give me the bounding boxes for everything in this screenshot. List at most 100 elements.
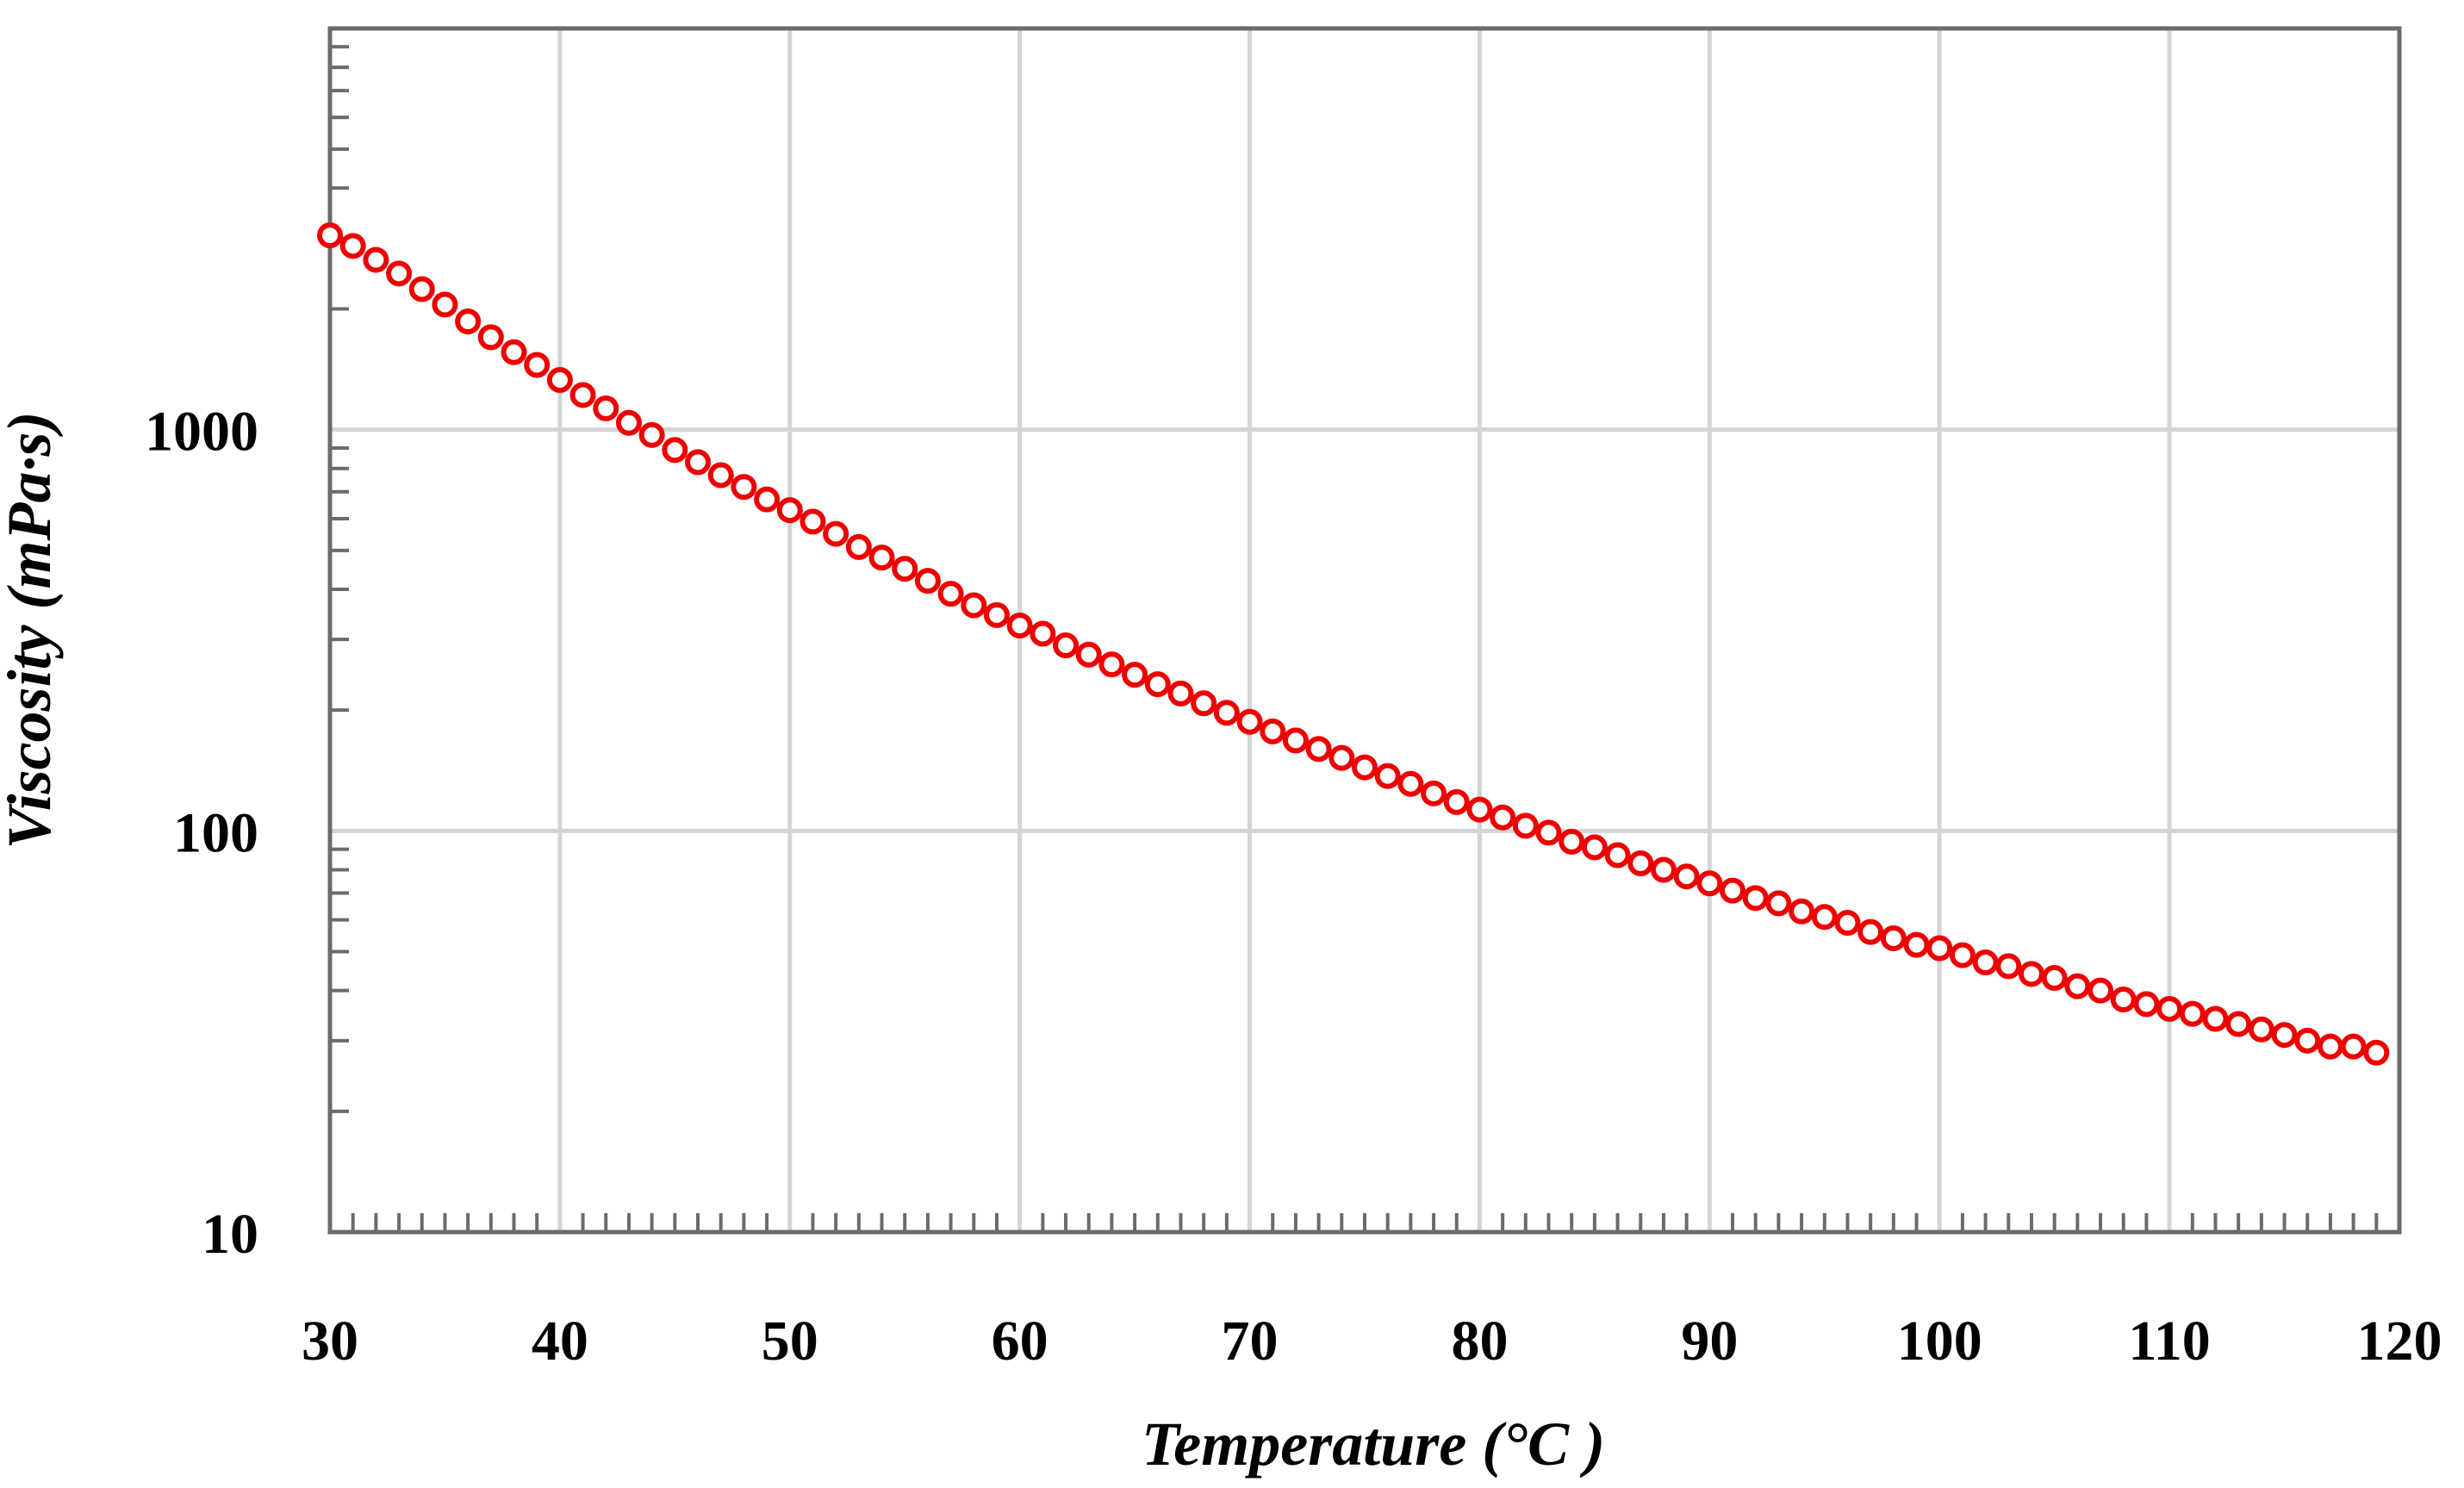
- data-point: [1122, 662, 1148, 688]
- data-point: [1098, 651, 1125, 678]
- y-tick-label: 10: [202, 1203, 258, 1266]
- data-point: [1972, 949, 1999, 976]
- data-point: [2248, 1016, 2274, 1043]
- data-point: [662, 437, 688, 464]
- y-tick-label: 1000: [145, 401, 258, 464]
- x-tick-label: 60: [992, 1310, 1048, 1373]
- x-tick-label: 100: [1897, 1310, 1982, 1373]
- data-point: [800, 508, 826, 535]
- data-point: [892, 556, 918, 582]
- data-point: [1535, 819, 1562, 846]
- x-tick-label: 90: [1681, 1310, 1738, 1373]
- data-point: [1581, 834, 1608, 861]
- data-point: [1650, 856, 1677, 883]
- data-point: [1305, 736, 1332, 763]
- data-point: [339, 233, 366, 259]
- data-point: [1282, 727, 1309, 754]
- data-point: [1421, 780, 1447, 806]
- data-point: [1490, 804, 1516, 831]
- data-point: [914, 568, 941, 595]
- data-point: [983, 601, 1010, 628]
- data-point: [1144, 671, 1171, 698]
- data-point: [1995, 953, 2022, 980]
- data-point: [2340, 1033, 2367, 1060]
- data-point: [524, 352, 551, 378]
- data-point: [2363, 1039, 2390, 1066]
- data-point: [961, 592, 987, 619]
- data-point: [2294, 1027, 2321, 1054]
- x-axis-title: Temperature (°C ): [1142, 1410, 1605, 1479]
- data-point: [1213, 700, 1240, 726]
- data-point: [1811, 904, 1838, 931]
- data-point: [1075, 641, 1102, 668]
- data-point: [546, 366, 573, 393]
- data-markers: [317, 222, 2390, 1066]
- x-tick-label: 110: [2128, 1310, 2210, 1373]
- data-point: [2088, 977, 2114, 1004]
- data-point: [1903, 931, 1930, 958]
- data-point: [569, 382, 596, 408]
- data-point: [823, 520, 849, 547]
- plot-frame: [327, 26, 2402, 1235]
- data-point: [1512, 812, 1539, 839]
- x-tick-labels: 30 40 50 60 70 80 90 100 110 120: [302, 1310, 2442, 1373]
- x-tick-label: 30: [302, 1310, 358, 1373]
- data-point: [638, 421, 665, 448]
- y-tick-labels: 10 100 1000: [145, 401, 258, 1266]
- data-point: [1374, 763, 1401, 789]
- data-point: [1030, 620, 1056, 647]
- data-point: [776, 497, 803, 524]
- data-point: [2271, 1022, 2298, 1049]
- data-point: [1834, 910, 1861, 937]
- data-point: [1559, 828, 1585, 855]
- data-point: [707, 462, 734, 489]
- data-point: [2202, 1005, 2229, 1032]
- data-point: [1006, 612, 1033, 638]
- data-point: [1673, 863, 1700, 890]
- data-point: [477, 324, 504, 351]
- data-point: [1789, 898, 1815, 925]
- data-point: [1880, 925, 1907, 951]
- data-point: [2018, 961, 2044, 987]
- data-point: [1857, 918, 1884, 945]
- data-point: [2179, 1000, 2206, 1027]
- data-point: [754, 486, 781, 513]
- x-tick-label: 40: [532, 1310, 588, 1373]
- data-point: [1260, 718, 1286, 744]
- data-point: [1604, 842, 1631, 869]
- data-point: [1397, 770, 1424, 797]
- data-point: [937, 581, 964, 607]
- data-point: [1696, 870, 1723, 897]
- data-point: [317, 222, 343, 249]
- data-point: [501, 339, 527, 365]
- grid-lines: [330, 28, 2399, 1232]
- data-point: [593, 395, 619, 421]
- data-point: [455, 308, 482, 335]
- data-point: [1352, 754, 1378, 781]
- data-point: [685, 449, 712, 476]
- data-point: [845, 533, 872, 560]
- data-point: [1236, 708, 1263, 735]
- x-tick-label: 50: [762, 1310, 818, 1373]
- data-point: [1742, 885, 1769, 912]
- data-point: [868, 545, 895, 571]
- data-point: [408, 276, 435, 302]
- data-point: [2064, 973, 2091, 999]
- data-point: [1720, 877, 1746, 904]
- x-tick-label: 120: [2357, 1310, 2442, 1373]
- data-point: [2225, 1011, 2252, 1037]
- minor-ticks: [330, 45, 2379, 1232]
- data-point: [1328, 744, 1355, 771]
- data-point: [2041, 965, 2068, 992]
- data-point: [1167, 680, 1194, 707]
- data-point: [1926, 935, 1953, 962]
- data-point: [1765, 890, 1792, 917]
- data-point: [2156, 995, 2183, 1022]
- y-tick-label: 100: [173, 801, 258, 864]
- data-point: [1627, 850, 1654, 877]
- data-point: [1443, 788, 1470, 815]
- data-point: [363, 246, 389, 273]
- data-point: [2110, 987, 2137, 1013]
- data-point: [731, 474, 757, 501]
